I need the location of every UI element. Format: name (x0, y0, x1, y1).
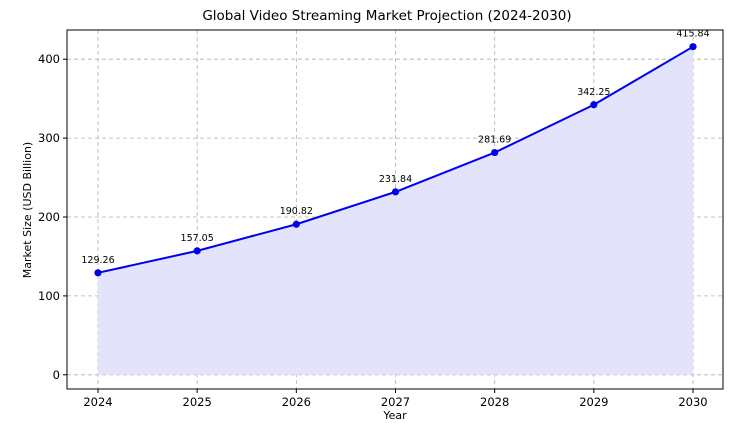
x-axis-label: Year (382, 409, 407, 422)
data-point (94, 269, 102, 277)
y-tick-label: 100 (38, 289, 60, 303)
x-tick-label: 2024 (83, 395, 112, 409)
y-tick-label: 200 (38, 210, 60, 224)
data-label: 415.84 (676, 29, 709, 40)
y-tick-label: 400 (38, 52, 60, 66)
data-label: 190.82 (280, 206, 313, 217)
data-points (94, 43, 697, 277)
data-labels: 129.26 157.05 190.82 231.84 281.69 342.25 415.… (81, 29, 709, 266)
data-label: 129.26 (81, 255, 114, 266)
data-point (391, 188, 400, 196)
x-tick-label: 2029 (579, 395, 608, 409)
axis-ticks: 2024 2025 2026 2027 2028 2029 2030 0 100 200 300 40… (38, 52, 708, 409)
y-tick-label: 0 (53, 368, 60, 382)
y-tick-label: 300 (38, 131, 60, 145)
x-tick-label: 2030 (678, 395, 707, 409)
chart-title: Global Video Streaming Market Projection… (202, 8, 571, 24)
data-point (193, 247, 201, 255)
x-tick-label: 2027 (381, 395, 410, 409)
data-point (689, 43, 697, 51)
x-tick-label: 2026 (282, 395, 311, 409)
data-point (590, 101, 598, 109)
data-label: 231.84 (379, 174, 412, 185)
x-tick-label: 2028 (480, 395, 509, 409)
plot-frame (66, 29, 724, 390)
data-point (292, 220, 300, 228)
data-label: 157.05 (181, 233, 214, 244)
x-tick-label: 2025 (183, 395, 212, 409)
y-axis-label: Market Size (USD Billion) (21, 142, 34, 278)
data-point (491, 148, 499, 157)
data-label: 342.25 (577, 87, 610, 98)
data-label: 281.69 (478, 135, 511, 146)
